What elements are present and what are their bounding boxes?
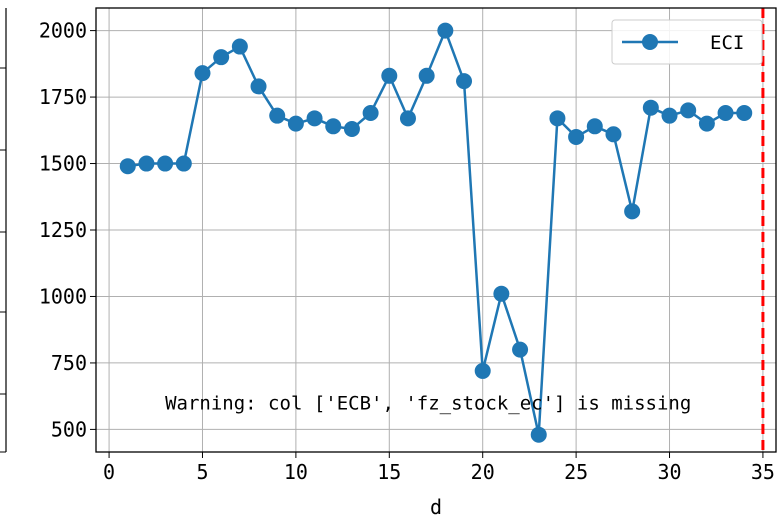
data-point bbox=[512, 341, 529, 358]
y-tick-label: 1250 bbox=[39, 218, 87, 242]
x-tick-label: 5 bbox=[196, 460, 208, 484]
x-tick-label: 10 bbox=[284, 460, 308, 484]
data-point bbox=[474, 362, 491, 379]
data-point bbox=[287, 115, 304, 132]
y-axis: 500 750 1000 1250 1500 1750 2000 bbox=[39, 19, 96, 441]
y-tick-label: 500 bbox=[51, 417, 87, 441]
legend-label: ECI bbox=[710, 32, 744, 54]
legend: ECI bbox=[611, 19, 763, 65]
data-point bbox=[698, 115, 715, 132]
data-point bbox=[717, 105, 734, 122]
y-tick-label: 1500 bbox=[39, 152, 87, 176]
data-point bbox=[157, 155, 174, 172]
data-point bbox=[437, 22, 454, 39]
data-point bbox=[418, 67, 435, 84]
warning-annotation: Warning: col ['ECB', 'fz_stock_ec'] is m… bbox=[165, 392, 691, 414]
data-point bbox=[381, 67, 398, 84]
data-point bbox=[175, 155, 192, 172]
y-tick-label: 750 bbox=[51, 351, 87, 375]
y-tick-label: 1000 bbox=[39, 284, 87, 308]
x-tick-label: 25 bbox=[564, 460, 588, 484]
series-line bbox=[127, 29, 745, 436]
x-tick-label: 20 bbox=[471, 460, 495, 484]
data-point bbox=[661, 107, 678, 124]
data-point bbox=[399, 110, 416, 127]
data-point bbox=[138, 155, 155, 172]
data-point bbox=[624, 203, 641, 220]
data-point bbox=[343, 120, 360, 137]
data-point bbox=[549, 110, 566, 127]
data-point bbox=[269, 107, 286, 124]
y-tick-label: 1750 bbox=[39, 85, 87, 109]
legend-box bbox=[611, 19, 763, 65]
x-tick-label: 30 bbox=[657, 460, 681, 484]
series-layer bbox=[119, 22, 753, 443]
data-point bbox=[213, 49, 230, 66]
x-tick-label: 0 bbox=[103, 460, 115, 484]
data-point bbox=[736, 105, 753, 122]
data-point bbox=[325, 118, 342, 135]
x-axis: 0 5 10 15 20 25 30 35 bbox=[103, 452, 775, 484]
legend-marker bbox=[642, 34, 658, 50]
data-point bbox=[530, 426, 547, 443]
data-point bbox=[306, 110, 323, 127]
data-point bbox=[362, 105, 379, 122]
data-point bbox=[194, 65, 211, 82]
data-point bbox=[119, 158, 136, 175]
x-axis-label: d bbox=[430, 495, 442, 519]
data-point bbox=[456, 73, 473, 90]
x-tick-label: 35 bbox=[751, 460, 775, 484]
y-tick-label: 2000 bbox=[39, 19, 87, 43]
data-point bbox=[680, 102, 697, 119]
data-point bbox=[231, 38, 248, 55]
data-point bbox=[586, 118, 603, 135]
data-point bbox=[642, 99, 659, 116]
data-point bbox=[568, 128, 585, 145]
data-point bbox=[250, 78, 267, 95]
left-neighbor-axis bbox=[0, 8, 7, 453]
data-point bbox=[493, 285, 510, 302]
x-tick-label: 15 bbox=[377, 460, 401, 484]
data-point bbox=[605, 126, 622, 143]
